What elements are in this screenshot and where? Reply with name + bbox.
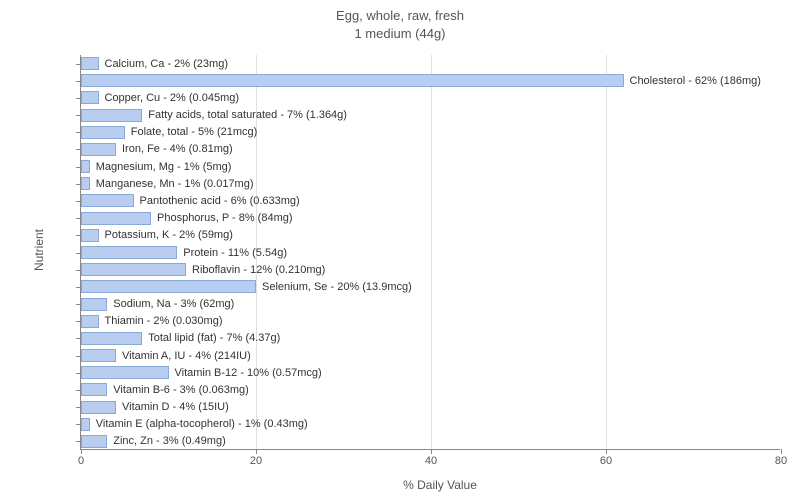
bar-label: Cholesterol - 62% (186mg) [630,75,761,87]
bar-label: Manganese, Mn - 1% (0.017mg) [96,178,254,190]
bar-label: Calcium, Ca - 2% (23mg) [105,58,228,70]
bar-row: Cholesterol - 62% (186mg) [81,74,761,87]
x-tick-mark [781,449,782,454]
grid-line [606,55,607,449]
bar-label: Phosphorus, P - 8% (84mg) [157,212,293,224]
bar-label: Riboflavin - 12% (0.210mg) [192,264,325,276]
x-tick-mark [81,449,82,454]
bar [81,401,116,414]
bar-label: Vitamin B-12 - 10% (0.57mcg) [175,367,322,379]
bar-row: Magnesium, Mg - 1% (5mg) [81,160,231,173]
bar-label: Magnesium, Mg - 1% (5mg) [96,161,232,173]
x-axis-label: % Daily Value [40,478,800,492]
bar-row: Zinc, Zn - 3% (0.49mg) [81,435,226,448]
bar-label: Zinc, Zn - 3% (0.49mg) [113,435,225,447]
bar-row: Vitamin E (alpha-tocopherol) - 1% (0.43m… [81,418,308,431]
bar-label: Protein - 11% (5.54g) [183,247,287,259]
bar-row: Pantothenic acid - 6% (0.633mg) [81,194,300,207]
bar [81,126,125,139]
bar-row: Riboflavin - 12% (0.210mg) [81,263,325,276]
bar [81,57,99,70]
bar-label: Folate, total - 5% (21mcg) [131,126,258,138]
bar [81,280,256,293]
y-axis-label: Nutrient [32,229,46,271]
bar [81,212,151,225]
bar-row: Vitamin B-6 - 3% (0.063mg) [81,383,249,396]
bar-label: Sodium, Na - 3% (62mg) [113,298,234,310]
bar [81,74,624,87]
bar-row: Vitamin B-12 - 10% (0.57mcg) [81,366,322,379]
bar [81,366,169,379]
bar [81,332,142,345]
bar-row: Sodium, Na - 3% (62mg) [81,298,234,311]
bar-label: Thiamin - 2% (0.030mg) [105,315,223,327]
bar-row: Potassium, K - 2% (59mg) [81,229,233,242]
chart-title-line1: Egg, whole, raw, fresh [0,8,800,23]
x-tick-mark [256,449,257,454]
chart-title-line2: 1 medium (44g) [0,26,800,41]
bar-row: Thiamin - 2% (0.030mg) [81,315,223,328]
plot-area: 020406080Calcium, Ca - 2% (23mg)Choleste… [80,55,780,450]
bar-label: Vitamin B-6 - 3% (0.063mg) [113,384,249,396]
bar-label: Selenium, Se - 20% (13.9mcg) [262,281,412,293]
bar-row: Fatty acids, total saturated - 7% (1.364… [81,109,347,122]
grid-line [431,55,432,449]
bar [81,143,116,156]
bar [81,315,99,328]
bar-row: Vitamin A, IU - 4% (214IU) [81,349,251,362]
bar-label: Total lipid (fat) - 7% (4.37g) [148,332,280,344]
bar-label: Vitamin E (alpha-tocopherol) - 1% (0.43m… [96,418,308,430]
x-tick-label: 40 [425,455,437,467]
bar-row: Selenium, Se - 20% (13.9mcg) [81,280,412,293]
bar [81,194,134,207]
bar-label: Vitamin A, IU - 4% (214IU) [122,350,251,362]
bar-label: Pantothenic acid - 6% (0.633mg) [140,195,300,207]
bar [81,160,90,173]
bar-row: Iron, Fe - 4% (0.81mg) [81,143,233,156]
bar [81,109,142,122]
x-tick-mark [606,449,607,454]
bar-row: Vitamin D - 4% (15IU) [81,401,229,414]
bar [81,177,90,190]
bar-row: Calcium, Ca - 2% (23mg) [81,57,228,70]
bar [81,435,107,448]
bar [81,298,107,311]
x-tick-mark [431,449,432,454]
bar-row: Total lipid (fat) - 7% (4.37g) [81,332,280,345]
x-tick-label: 60 [600,455,612,467]
chart-container: Egg, whole, raw, fresh 1 medium (44g) Nu… [0,0,800,500]
bar [81,418,90,431]
bar [81,349,116,362]
bar-row: Phosphorus, P - 8% (84mg) [81,212,293,225]
bar-row: Protein - 11% (5.54g) [81,246,287,259]
x-tick-label: 80 [775,455,787,467]
bar-row: Folate, total - 5% (21mcg) [81,126,257,139]
bar [81,383,107,396]
bar-label: Fatty acids, total saturated - 7% (1.364… [148,109,347,121]
bar-row: Manganese, Mn - 1% (0.017mg) [81,177,254,190]
x-tick-label: 20 [250,455,262,467]
bar-label: Iron, Fe - 4% (0.81mg) [122,143,233,155]
bar-label: Vitamin D - 4% (15IU) [122,401,229,413]
bar [81,263,186,276]
bar-label: Copper, Cu - 2% (0.045mg) [105,92,240,104]
bar [81,229,99,242]
bar-label: Potassium, K - 2% (59mg) [105,229,233,241]
bar [81,246,177,259]
x-tick-label: 0 [78,455,84,467]
bar [81,91,99,104]
bar-row: Copper, Cu - 2% (0.045mg) [81,91,239,104]
